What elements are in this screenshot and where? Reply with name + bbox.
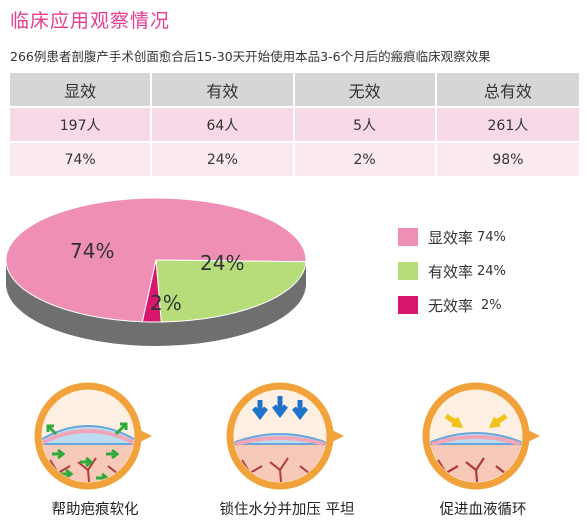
- legend-name: 显效率: [428, 228, 474, 247]
- column-header-total-effective: 总有效: [436, 73, 579, 108]
- table-cell: 197人: [10, 108, 153, 143]
- legend-value: 24%: [477, 263, 506, 279]
- benefit-circulation: 促进血液循环: [418, 378, 548, 518]
- study-description: 266例患者剖腹产手术创面愈合后15-30天开始使用本品3-6个月后的瘢痕临床观…: [10, 49, 491, 64]
- table-cell: 64人: [152, 108, 295, 143]
- column-header-effective: 有效: [152, 73, 295, 108]
- pie-legend: 显效率 74% 有效率 24% 无效率 2%: [398, 227, 506, 329]
- benefit-label: 促进血液循环: [439, 502, 527, 518]
- legend-item-effective: 有效率 24%: [398, 261, 506, 281]
- scar-softening-icon: [34, 382, 152, 490]
- legend-swatch: [398, 228, 418, 246]
- benefit-softening: 帮助疤痕软化: [30, 378, 160, 518]
- table-cell: 261人: [436, 108, 579, 143]
- legend-value: 74%: [477, 229, 506, 245]
- table-cell: 74%: [10, 143, 153, 176]
- benefit-pressure: 锁住水分并加压 平坦: [219, 378, 355, 518]
- pie-data-label: 2%: [150, 291, 182, 315]
- pie-data-label: 24%: [200, 251, 244, 275]
- pie-slice-effective: [155, 259, 307, 323]
- legend-name: 有效率: [428, 262, 474, 281]
- legend-swatch: [398, 262, 418, 280]
- pie-data-label: 74%: [70, 239, 114, 263]
- legend-value: 2%: [481, 297, 502, 313]
- pressure-lock-icon: [226, 382, 344, 490]
- results-table: 显效 有效 无效 总有效 197人 64人 5人 261人 74% 24% 2%…: [10, 73, 579, 176]
- legend-swatch: [398, 296, 418, 314]
- blood-circulation-icon: [422, 382, 540, 490]
- effectiveness-pie-chart: 74% 24% 2%: [5, 197, 307, 346]
- column-header-marked-effect: 显效: [10, 73, 153, 108]
- page-title: 临床应用观察情况: [10, 10, 171, 32]
- table-header-row: 显效 有效 无效 总有效: [10, 73, 579, 108]
- table-cell: 2%: [294, 143, 437, 176]
- table-cell: 5人: [294, 108, 437, 143]
- column-header-ineffective: 无效: [294, 73, 437, 108]
- legend-item-ineffective: 无效率 2%: [398, 295, 506, 315]
- table-cell: 24%: [152, 143, 295, 176]
- benefit-label: 帮助疤痕软化: [51, 502, 139, 518]
- benefit-label: 锁住水分并加压 平坦: [219, 502, 355, 518]
- pie-slice-ineffective: [141, 259, 162, 323]
- legend-item-marked-effect: 显效率 74%: [398, 227, 506, 247]
- table-row: 197人 64人 5人 261人: [10, 108, 579, 143]
- table-row: 74% 24% 2% 98%: [10, 143, 579, 176]
- legend-name: 无效率: [428, 296, 474, 315]
- table-cell: 98%: [436, 143, 579, 176]
